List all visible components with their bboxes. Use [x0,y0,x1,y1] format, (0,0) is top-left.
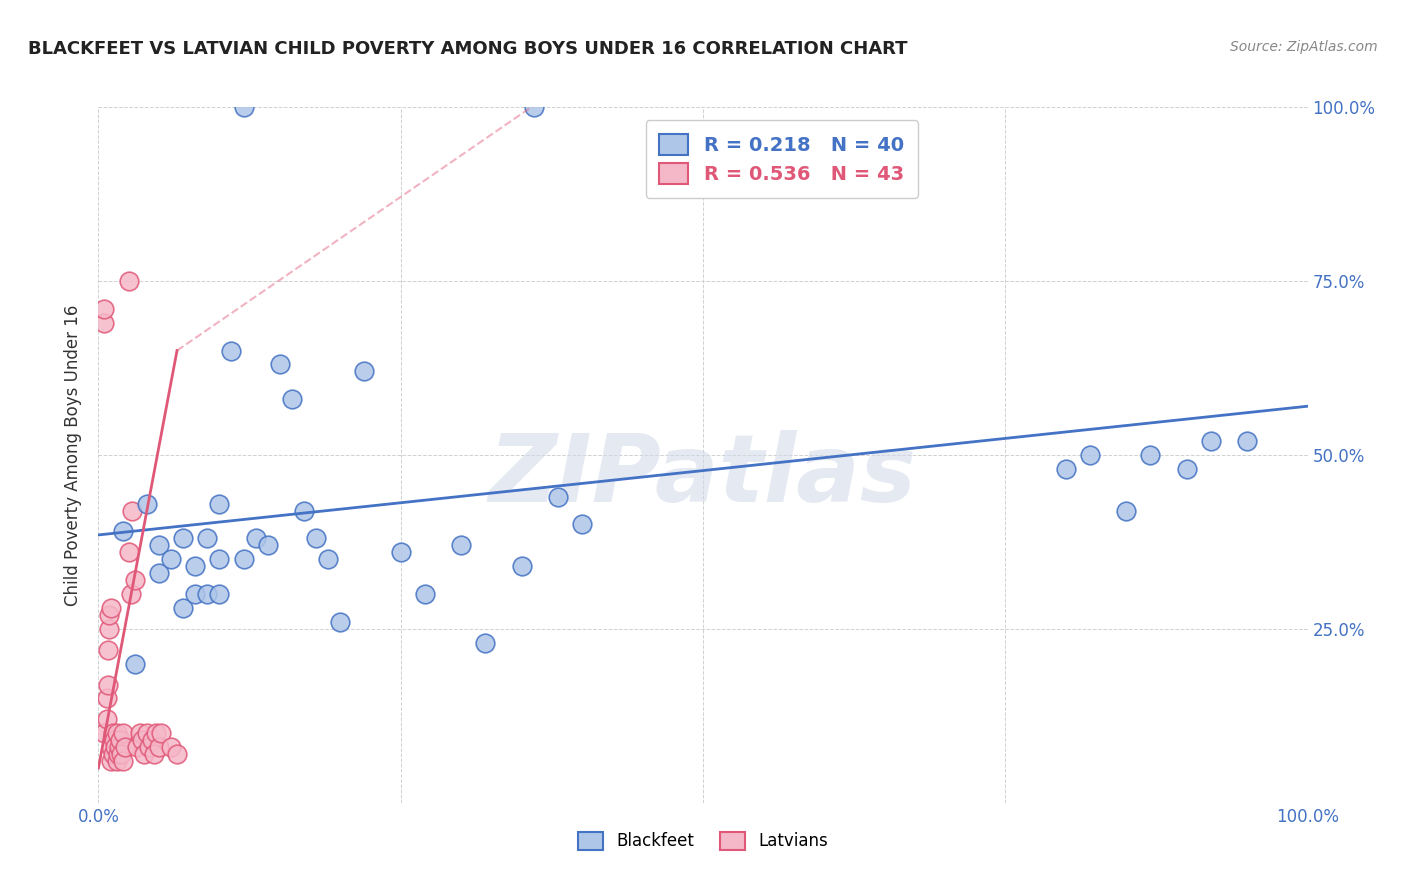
Point [160,740,183,755]
Point [98,622,121,636]
Point [1199,434,1222,448]
Point [120,587,142,601]
Point [111,754,134,768]
Point [108,733,131,747]
Point [1139,448,1161,462]
Point [292,503,315,517]
Point [111,726,134,740]
Point [105,754,128,768]
Point [1115,503,1137,517]
Point [135,726,157,740]
Point [100,601,122,615]
Point [474,636,496,650]
Point [143,747,166,761]
Point [281,392,304,407]
Point [148,740,170,755]
Point [150,726,173,740]
Point [232,552,254,566]
Point [353,364,375,378]
Point [98,607,121,622]
Point [101,747,124,761]
Legend: Blackfeet, Latvians: Blackfeet, Latvians [572,825,834,857]
Point [124,573,146,587]
Point [141,733,163,747]
Point [1078,448,1101,462]
Text: ZIPatlas: ZIPatlas [489,430,917,522]
Point [160,552,183,566]
Point [329,615,352,629]
Point [93,726,115,740]
Point [138,740,160,755]
Point [195,587,218,601]
Point [114,740,136,755]
Point [148,566,170,581]
Point [245,532,267,546]
Point [118,545,141,559]
Point [145,726,167,740]
Point [510,559,533,574]
Point [172,601,194,615]
Point [148,538,170,552]
Point [208,552,231,566]
Point [127,740,149,755]
Point [547,490,569,504]
Point [111,524,134,539]
Point [97,677,120,691]
Point [172,532,194,546]
Point [195,532,218,546]
Point [389,545,412,559]
Point [101,726,124,740]
Text: Source: ZipAtlas.com: Source: ZipAtlas.com [1230,40,1378,54]
Point [1175,462,1198,476]
Point [110,747,132,761]
Point [269,358,291,372]
Point [184,587,207,601]
Point [100,740,122,755]
Point [208,497,231,511]
Point [128,726,150,740]
Point [256,538,278,552]
Point [97,642,120,657]
Point [93,301,115,316]
Point [131,733,153,747]
Point [96,691,118,706]
Point [571,517,593,532]
Y-axis label: Child Poverty Among Boys Under 16: Child Poverty Among Boys Under 16 [65,304,83,606]
Point [121,503,143,517]
Point [100,754,122,768]
Point [232,100,254,114]
Point [208,587,231,601]
Point [316,552,339,566]
Point [523,100,546,114]
Point [450,538,472,552]
Point [107,747,129,761]
Point [1054,462,1077,476]
Point [221,343,243,358]
Point [103,733,125,747]
Point [135,497,157,511]
Point [305,532,328,546]
Point [166,747,188,761]
Point [93,316,115,330]
Text: BLACKFEET VS LATVIAN CHILD POVERTY AMONG BOYS UNDER 16 CORRELATION CHART: BLACKFEET VS LATVIAN CHILD POVERTY AMONG… [28,40,908,58]
Point [105,726,128,740]
Point [134,747,156,761]
Point [96,712,118,726]
Point [108,740,131,755]
Point [118,274,141,288]
Point [124,657,146,671]
Point [413,587,436,601]
Point [104,740,127,755]
Point [1236,434,1258,448]
Point [184,559,207,574]
